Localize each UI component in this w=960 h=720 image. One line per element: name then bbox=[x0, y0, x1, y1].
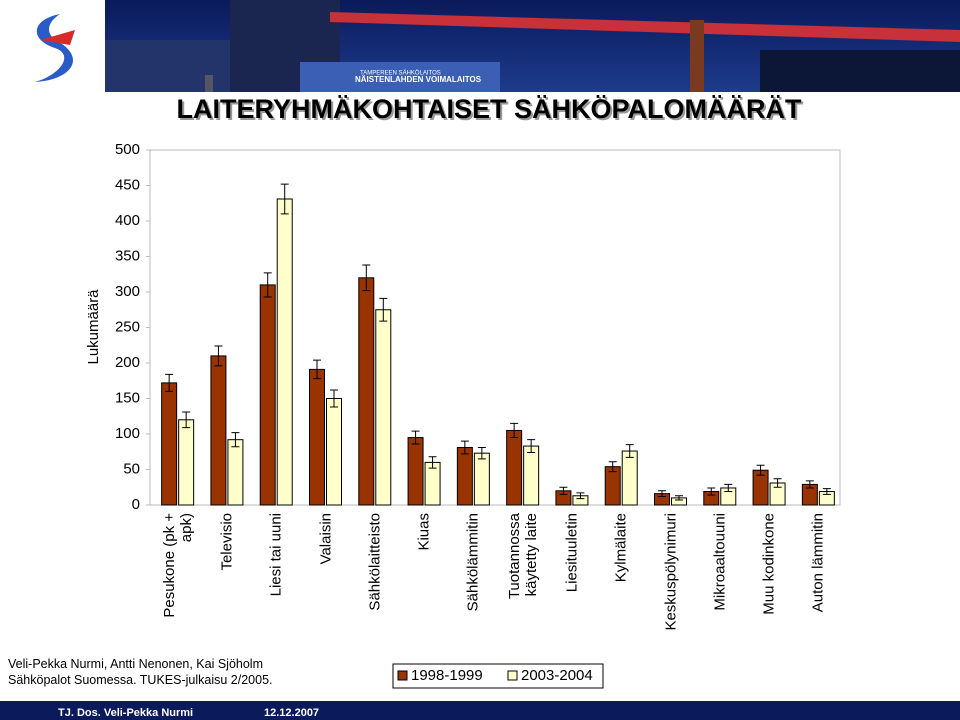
x-tick-label: Mikroaaltouuni bbox=[711, 513, 729, 611]
error-bar bbox=[527, 439, 536, 453]
y-tick-label: 250 bbox=[115, 318, 140, 335]
error-bar bbox=[724, 483, 733, 493]
legend-label: 2003-2004 bbox=[521, 667, 593, 684]
error-bar bbox=[428, 456, 437, 469]
error-bar bbox=[773, 478, 782, 488]
header-photo: TAMPEREEN SÄHKÖLAITOS NÄISTENLAHDEN VOIM… bbox=[0, 0, 960, 92]
error-bar bbox=[707, 487, 716, 496]
x-tick-label: Kylmälaite bbox=[612, 513, 630, 583]
x-tick-label: Liesituuletin bbox=[563, 513, 581, 593]
bar bbox=[161, 382, 178, 506]
error-bar bbox=[411, 430, 420, 445]
y-tick-label: 300 bbox=[115, 283, 140, 300]
bar bbox=[621, 450, 638, 506]
x-tick-label: Keskuspölynimuri bbox=[662, 513, 679, 631]
bar bbox=[506, 429, 523, 506]
error-bar bbox=[165, 373, 174, 392]
error-bar bbox=[675, 495, 683, 501]
bar bbox=[473, 452, 490, 506]
legend-box bbox=[392, 663, 604, 689]
footer-date: 12.12.2007 bbox=[264, 707, 319, 719]
bar bbox=[259, 284, 276, 506]
x-tick-label: Sähkölaitteisto bbox=[366, 513, 384, 611]
y-tick-label: 350 bbox=[115, 247, 140, 264]
error-bar bbox=[313, 359, 321, 380]
bar bbox=[424, 461, 441, 506]
y-tick-label: 0 bbox=[132, 496, 140, 513]
bar bbox=[375, 309, 392, 506]
error-bar bbox=[214, 345, 223, 367]
error-bar bbox=[379, 297, 388, 322]
x-tick-label: Auton lämmitin bbox=[809, 513, 827, 613]
error-bar bbox=[658, 490, 666, 497]
bar bbox=[456, 446, 473, 506]
y-axis-label: Lukumäärä bbox=[85, 289, 102, 365]
x-tick-label: Muu kodinkone bbox=[760, 513, 778, 615]
bar bbox=[178, 419, 195, 506]
bar bbox=[604, 466, 621, 506]
legend-label: 1998-1999 bbox=[411, 667, 483, 684]
footer-bar bbox=[0, 701, 960, 720]
bar bbox=[309, 368, 325, 506]
legend-swatch bbox=[397, 670, 408, 681]
error-bar bbox=[510, 422, 519, 439]
bar bbox=[358, 277, 375, 506]
plot-frame bbox=[149, 149, 841, 506]
y-tick-label: 200 bbox=[115, 354, 140, 371]
error-bar bbox=[559, 486, 568, 495]
x-tick-label: Pesukone (pk + apk) bbox=[160, 513, 195, 618]
bar bbox=[523, 445, 540, 506]
error-bar bbox=[231, 432, 240, 448]
bar bbox=[227, 439, 244, 506]
x-tick-label: Liesi tai uuni bbox=[267, 513, 285, 597]
x-tick-label: Valaisin bbox=[317, 513, 334, 565]
y-tick-label: 150 bbox=[115, 389, 140, 406]
error-bar bbox=[362, 264, 371, 292]
bar bbox=[407, 437, 424, 506]
error-bar bbox=[576, 492, 585, 500]
y-tick-label: 100 bbox=[115, 425, 140, 442]
error-bar bbox=[805, 480, 814, 489]
error-bar bbox=[608, 461, 617, 473]
x-tick-label: Tuotannossa käytetty laite bbox=[505, 513, 540, 600]
y-tick-label: 50 bbox=[123, 460, 140, 477]
source-note: Veli-Pekka Nurmi, Antti Nenonen, Kai Sjö… bbox=[8, 657, 273, 687]
error-bar bbox=[330, 389, 338, 408]
bar bbox=[210, 355, 227, 506]
title-shadow: LAITERYHMÄKOHTAISET SÄHKÖPALOMÄÄRÄT bbox=[179, 96, 804, 126]
sign-top: TAMPEREEN SÄHKÖLAITOS bbox=[360, 70, 441, 77]
chart-title: LAITERYHMÄKOHTAISET SÄHKÖPALOMÄÄRÄT bbox=[177, 94, 802, 124]
error-bar bbox=[477, 446, 486, 460]
x-tick-label: Sähkölämmitin bbox=[464, 513, 482, 612]
error-bar bbox=[460, 440, 469, 455]
y-tick-label: 500 bbox=[115, 141, 140, 158]
error-bar bbox=[625, 444, 634, 458]
error-bar bbox=[182, 411, 191, 429]
error-bar bbox=[822, 488, 831, 495]
bar bbox=[276, 198, 293, 506]
y-tick-label: 450 bbox=[115, 176, 140, 193]
sign: NÄISTENLAHDEN VOIMALAITOS bbox=[355, 75, 482, 84]
y-tick-label: 400 bbox=[115, 212, 140, 229]
error-bar bbox=[263, 272, 272, 298]
bar bbox=[326, 398, 342, 506]
legend-swatch bbox=[507, 670, 518, 681]
x-tick-label: Kiuas bbox=[415, 513, 433, 551]
x-tick-label: Televisio bbox=[218, 513, 236, 571]
error-bar bbox=[756, 464, 765, 476]
error-bar bbox=[280, 183, 289, 215]
footer-author: TJ. Dos. Veli-Pekka Nurmi bbox=[58, 707, 193, 719]
